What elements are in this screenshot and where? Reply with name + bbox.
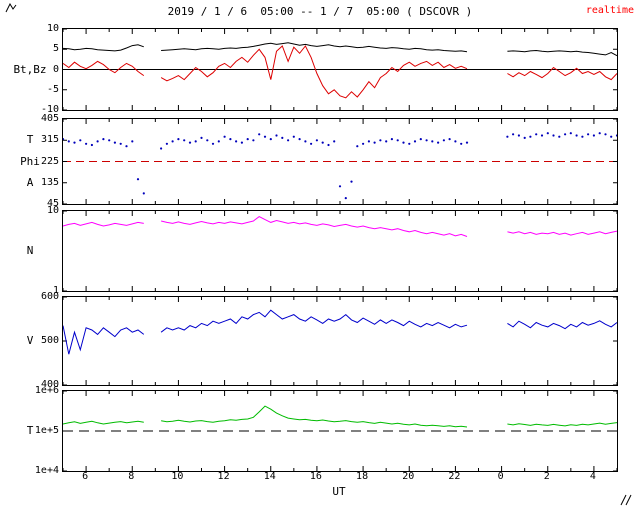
x-tick-label: 10 (171, 471, 184, 482)
density-chart (63, 211, 617, 291)
panel-y-label: Phi (20, 154, 40, 168)
x-tick-label: 20 (402, 471, 415, 482)
y-tick-label: 10 (46, 23, 59, 34)
panel-density: 10 1 N (27, 205, 618, 296)
x-tick-label: 2 (543, 471, 550, 482)
panel-velocity: 600 500 400 V (27, 291, 618, 390)
panel-bt-bz: 10 5 0 -5 -10 Bt,Bz (13, 23, 618, 115)
y-tick-label: 0 (52, 63, 59, 75)
panel-temperature: 1e+6 1e+5 1e+4 T (27, 385, 618, 476)
bt-bz-chart (63, 29, 617, 110)
y-tick-label: 135 (40, 176, 59, 188)
temperature-chart (63, 391, 617, 471)
panel-phi: 405 315 225 135 45 T Phi A (20, 113, 618, 209)
y-tick-label: -5 (46, 83, 59, 95)
x-tick-label: 14 (263, 471, 276, 482)
x-tick-label: 0 (497, 471, 504, 482)
x-tick-label: 4 (589, 471, 596, 482)
x-axis-title: UT (332, 485, 346, 498)
corner-hatch-icon (620, 494, 632, 506)
y-tick-label: -10 (40, 104, 59, 115)
phi-chart (63, 119, 617, 204)
corner-hatch-icon (5, 3, 17, 13)
panel-y-label: A (26, 175, 34, 189)
plot-title: 2019 / 1 / 6 05:00 -- 1 / 7 05:00 ( DSCO… (167, 5, 473, 18)
x-tick-label: 12 (217, 471, 230, 482)
x-tick-label: 6 (82, 471, 89, 482)
realtime-label: realtime (585, 5, 634, 16)
y-tick-label: 1e+6 (34, 385, 59, 396)
x-tick-label: 18 (356, 471, 369, 482)
y-tick-label: 500 (40, 335, 59, 346)
y-tick-label: 1e+4 (34, 465, 59, 476)
panel-y-label: Bt,Bz (13, 62, 47, 76)
x-tick-label: 22 (448, 471, 461, 482)
y-tick-label: 315 (40, 134, 59, 146)
panel-y-label: T (26, 424, 34, 437)
x-axis-labels: 6 8 10 12 14 16 18 20 22 0 2 4 (0, 471, 640, 484)
y-tick-label: 400 (40, 379, 59, 390)
x-tick-label: 16 (309, 471, 322, 482)
panel-y-label: V (26, 334, 34, 347)
y-tick-label: 10 (46, 205, 59, 216)
panel-y-label: T (26, 133, 34, 147)
y-tick-label: 1e+5 (34, 425, 59, 436)
y-tick-label: 5 (52, 43, 59, 55)
y-tick-label: 600 (40, 291, 59, 302)
y-tick-label: 1 (52, 285, 59, 296)
velocity-chart (63, 297, 617, 385)
y-tick-label: 405 (40, 113, 59, 124)
y-tick-label: 45 (46, 198, 59, 209)
y-tick-label: 225 (40, 155, 59, 167)
x-tick-label: 8 (128, 471, 135, 482)
panel-y-label: N (26, 244, 34, 257)
